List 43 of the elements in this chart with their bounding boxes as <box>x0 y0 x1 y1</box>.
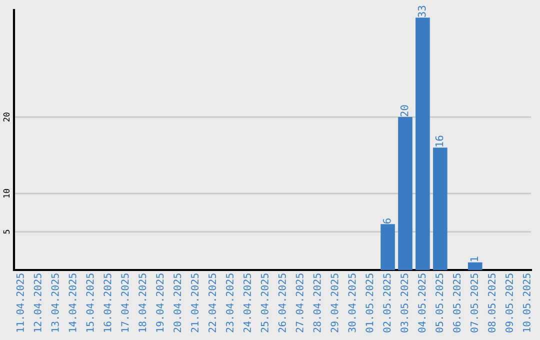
x-tick-label: 19.04.2025 <box>156 274 164 332</box>
x-tick-label: 02.05.2025 <box>383 274 391 332</box>
x-tick-label: 20.04.2025 <box>174 274 182 332</box>
x-tick-label: 16.04.2025 <box>104 274 112 332</box>
bar <box>468 262 482 270</box>
x-tick-label: 15.04.2025 <box>86 274 94 332</box>
x-tick-label: 05.05.2025 <box>436 274 444 332</box>
x-tick-label: 22.04.2025 <box>208 274 216 332</box>
x-tick-label: 08.05.2025 <box>488 274 496 332</box>
x-tick-label: 17.04.2025 <box>121 274 129 332</box>
x-tick-label: 27.04.2025 <box>296 274 304 332</box>
y-tick-label: 5 <box>3 230 10 234</box>
x-tick-label: 10.05.2025 <box>522 274 530 332</box>
bar <box>398 117 412 270</box>
bar <box>433 148 448 270</box>
x-tick-label: 29.04.2025 <box>330 274 338 332</box>
data-label: 16 <box>435 136 444 146</box>
x-tick-label: 04.05.2025 <box>418 274 426 332</box>
x-tick-label: 11.04.2025 <box>16 274 24 332</box>
x-tick-label: 21.04.2025 <box>191 274 199 332</box>
x-tick-label: 13.04.2025 <box>51 274 59 332</box>
x-tick-label: 18.04.2025 <box>138 274 146 332</box>
x-tick-label: 06.05.2025 <box>453 274 461 332</box>
y-tick-label: 20 <box>3 112 10 122</box>
bar <box>416 18 430 270</box>
data-label: 33 <box>418 6 426 17</box>
data-label: 1 <box>470 256 478 262</box>
data-label: 20 <box>400 105 408 116</box>
data-label: 6 <box>382 218 391 224</box>
bar <box>380 224 395 270</box>
x-tick-label: 30.04.2025 <box>348 274 356 332</box>
x-tick-label: 01.05.2025 <box>366 274 374 332</box>
x-tick-label: 09.05.2025 <box>505 274 513 332</box>
x-tick-label: 07.05.2025 <box>470 274 478 332</box>
x-tick-label: 28.04.2025 <box>313 274 321 332</box>
x-tick-label: 26.04.2025 <box>278 274 286 332</box>
x-tick-label: 25.04.2025 <box>260 274 268 332</box>
x-tick-label: 24.04.2025 <box>243 274 251 332</box>
x-tick-label: 03.05.2025 <box>400 274 408 332</box>
x-tick-label: 12.04.2025 <box>34 274 42 332</box>
x-tick-label: 14.04.2025 <box>68 274 76 332</box>
y-tick-label: 10 <box>3 189 10 198</box>
x-tick-label: 23.04.2025 <box>226 274 234 332</box>
